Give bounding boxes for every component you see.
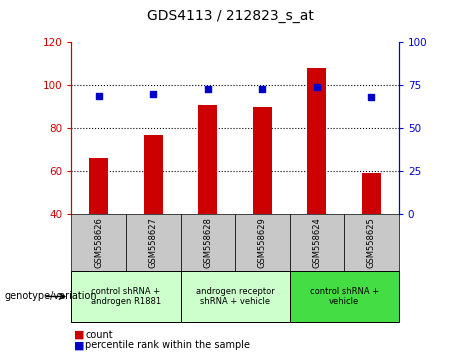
Bar (144, 135, 163, 214)
Bar (307, 68, 326, 214)
Point (313, 84, 321, 90)
Bar (198, 105, 218, 214)
Bar (253, 107, 272, 214)
Text: GSM558624: GSM558624 (313, 217, 321, 268)
Point (204, 86, 212, 92)
Point (259, 86, 266, 92)
Text: ■: ■ (74, 340, 84, 350)
Text: GSM558628: GSM558628 (203, 217, 213, 268)
Bar (89, 158, 108, 214)
Text: control shRNA +
androgen R1881: control shRNA + androgen R1881 (91, 287, 161, 306)
Text: percentile rank within the sample: percentile rank within the sample (85, 340, 250, 350)
Text: androgen receptor
shRNA + vehicle: androgen receptor shRNA + vehicle (196, 287, 274, 306)
Point (149, 91, 157, 97)
Text: GSM558626: GSM558626 (94, 217, 103, 268)
Bar (362, 173, 381, 214)
Text: genotype/variation: genotype/variation (5, 291, 97, 302)
Text: GDS4113 / 212823_s_at: GDS4113 / 212823_s_at (147, 9, 314, 23)
Text: ■: ■ (74, 330, 84, 339)
Point (95, 93, 102, 98)
Text: control shRNA +
vehicle: control shRNA + vehicle (310, 287, 379, 306)
Point (368, 95, 375, 100)
Text: GSM558627: GSM558627 (149, 217, 158, 268)
Text: count: count (85, 330, 113, 339)
Text: GSM558625: GSM558625 (367, 217, 376, 268)
Text: GSM558629: GSM558629 (258, 217, 267, 268)
